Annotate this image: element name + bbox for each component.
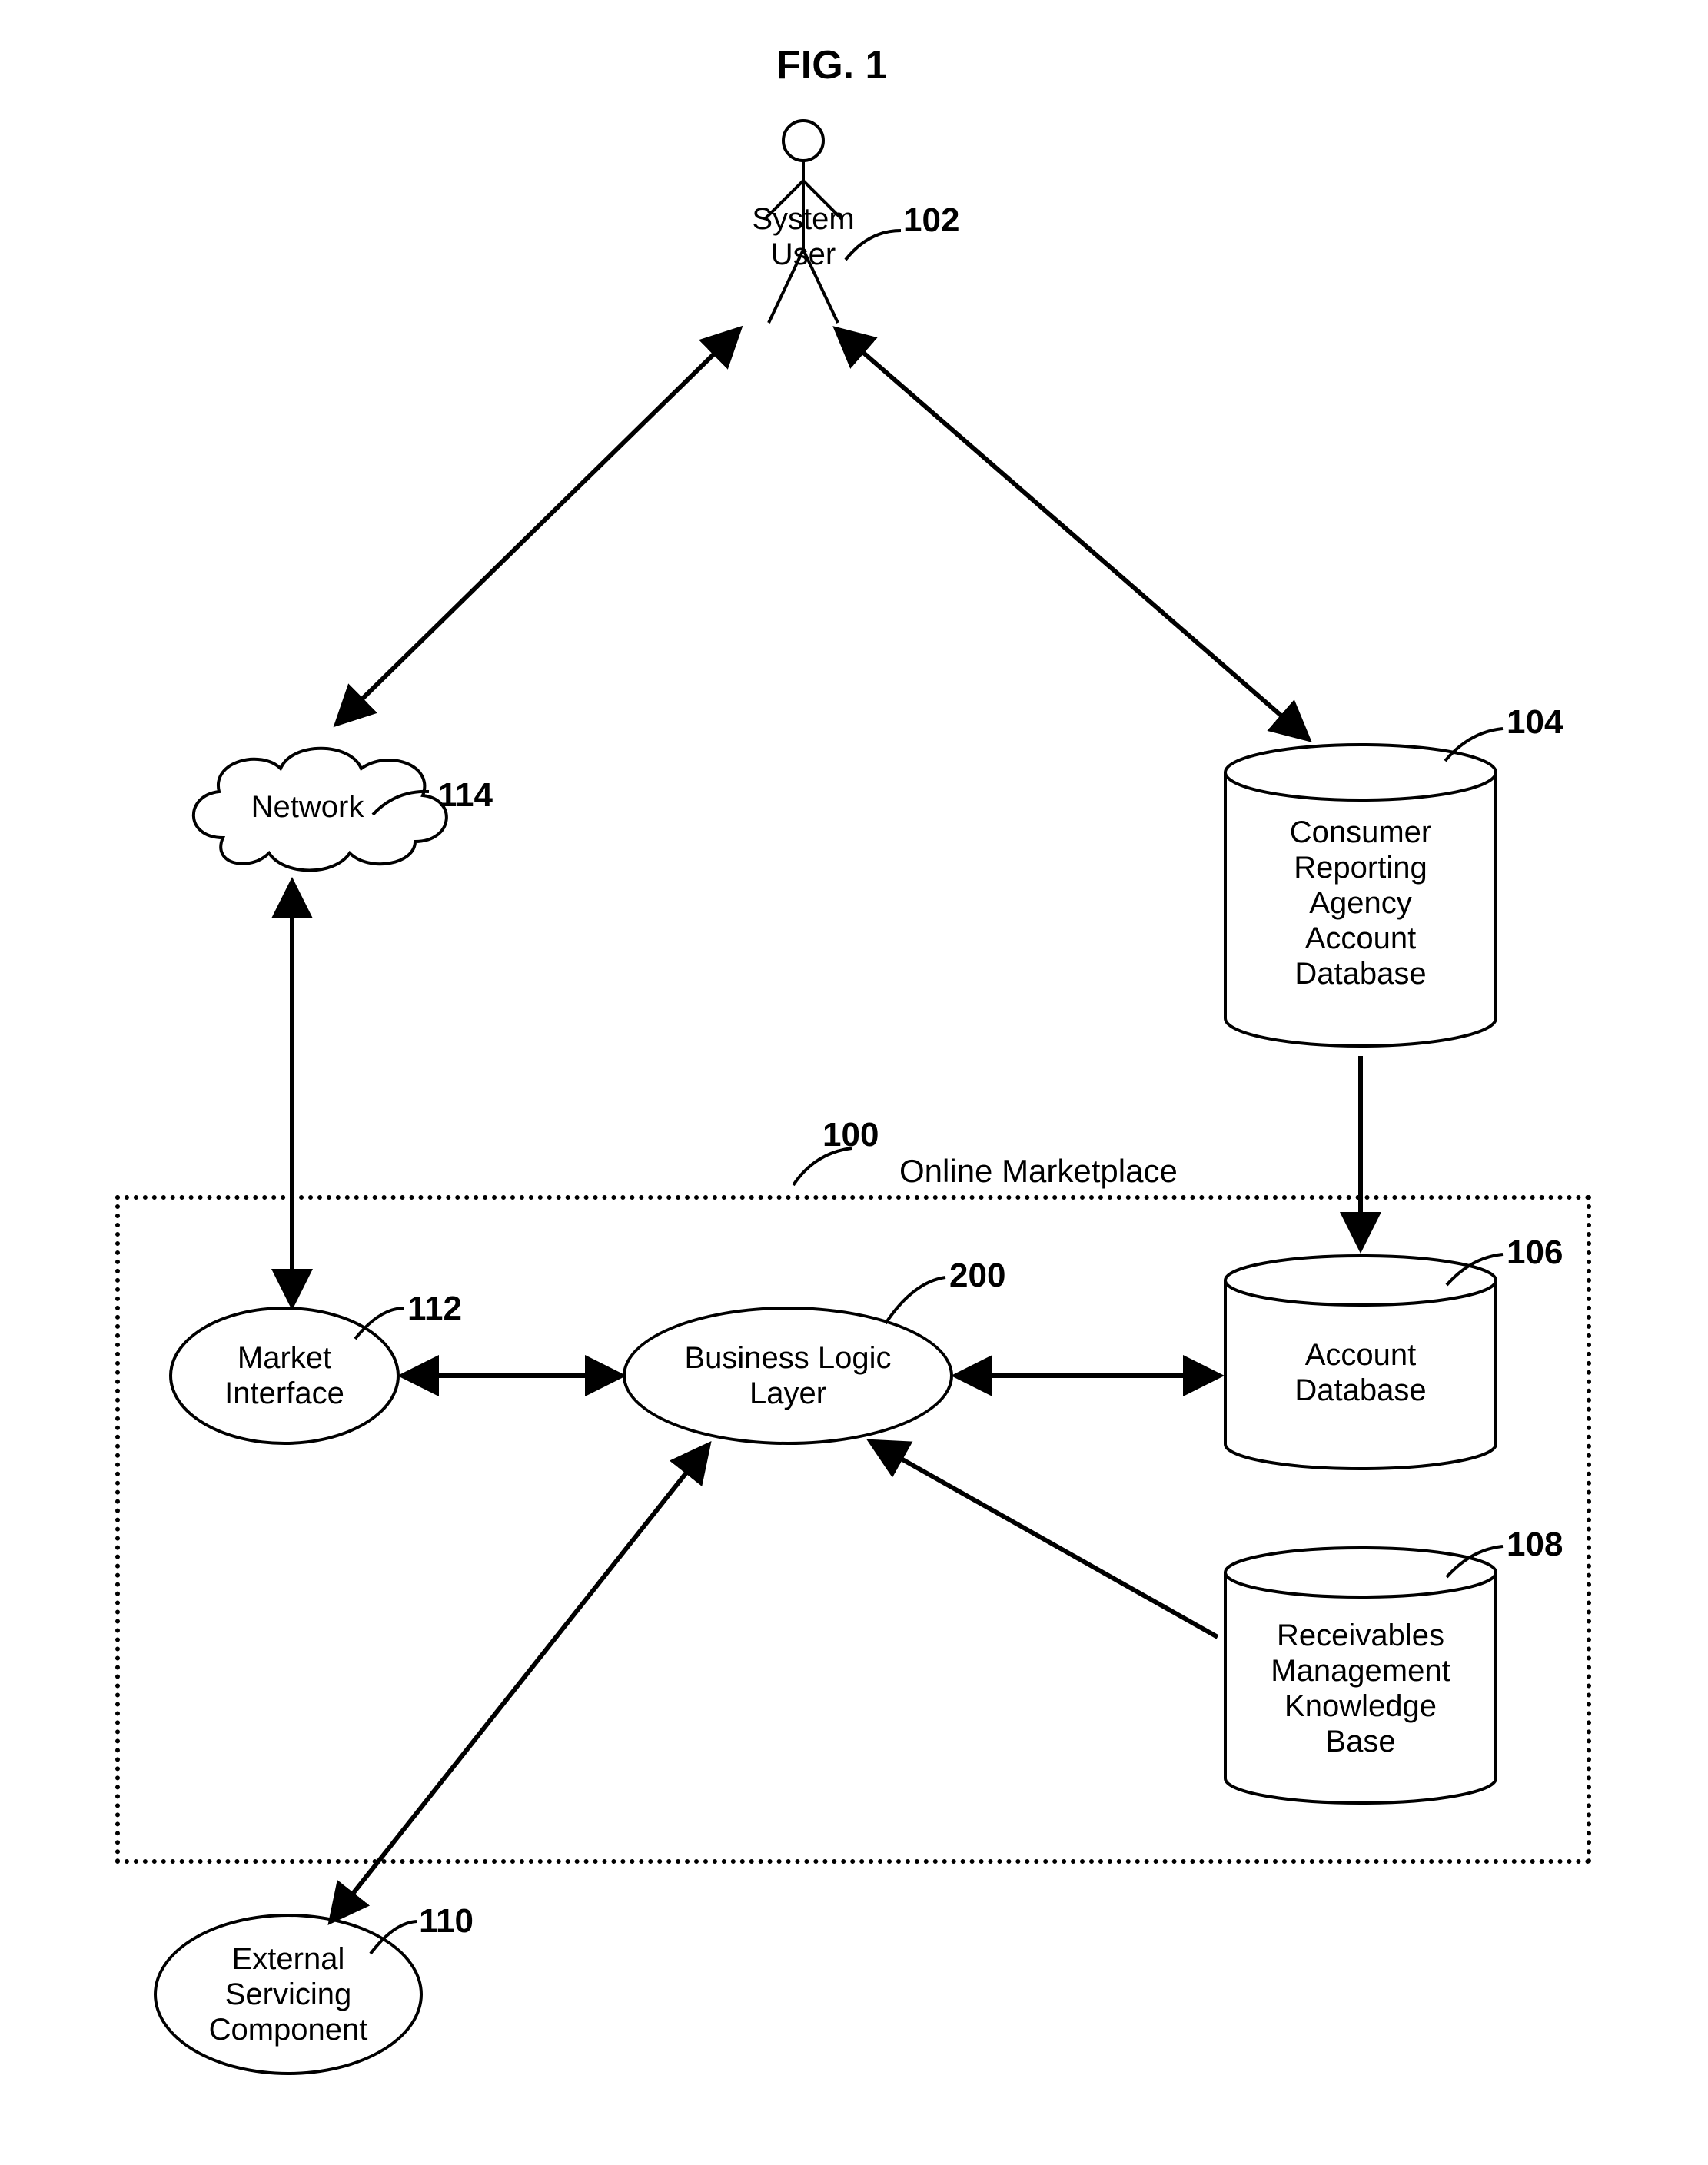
ref-200: 200 [949,1257,1005,1295]
market-interface-label: Market Interface [224,1340,344,1411]
external-servicing-node: External Servicing Component [154,1914,423,2075]
market-interface-node: Market Interface [169,1307,400,1445]
online-marketplace-label: Online Marketplace [899,1153,1178,1190]
ref-114: 114 [438,776,493,815]
cra-database-label: Consumer Reporting Agency Account Databa… [1222,815,1499,991]
figure-title: FIG. 1 [776,42,887,88]
ref-104: 104 [1507,703,1563,742]
knowledge-base-label: Receivables Management Knowledge Base [1222,1618,1499,1759]
business-logic-layer-label: Business Logic Layer [684,1340,891,1411]
ref-106: 106 [1507,1234,1563,1272]
ref-110: 110 [419,1902,474,1941]
ref-112: 112 [407,1290,462,1328]
network-label: Network [234,790,380,825]
ref-102: 102 [903,201,959,240]
network-cloud: Network [177,722,461,884]
account-database-label: Account Database [1222,1337,1499,1408]
system-user-label: System User [738,201,869,272]
business-logic-layer-node: Business Logic Layer [623,1307,953,1445]
knowledge-base-cylinder: Receivables Management Knowledge Base [1222,1545,1499,1806]
diagram-canvas: FIG. 1 Online Marketplace 100 System Use… [0,0,1708,2165]
account-database-cylinder: Account Database [1222,1253,1499,1472]
external-servicing-label: External Servicing Component [209,1941,368,2047]
cra-database-cylinder: Consumer Reporting Agency Account Databa… [1222,742,1499,1049]
ref-108: 108 [1507,1526,1563,1564]
ref-100: 100 [822,1116,879,1154]
